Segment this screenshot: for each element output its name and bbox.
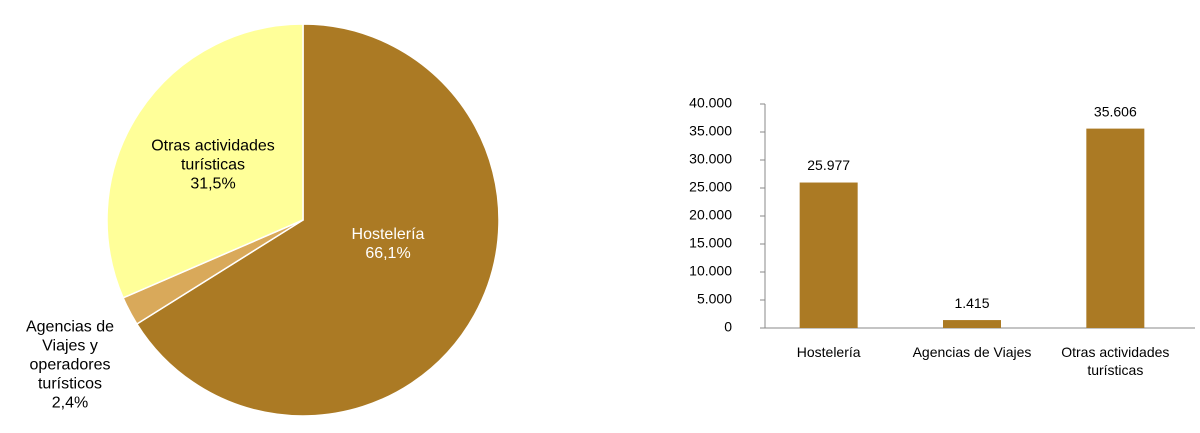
- bar: [1086, 128, 1145, 328]
- slice-category: Hostelería: [351, 226, 425, 243]
- pie-slice: [135, 23, 500, 417]
- value-label: 1.415: [954, 295, 989, 311]
- y-tick-label: 35.000: [689, 123, 732, 139]
- x-tick-label: Hostelería: [796, 344, 861, 360]
- slice-category: Agencias de Viajes y operadores turístic…: [25, 318, 115, 393]
- slice-category: Otras actividades turísticas: [151, 137, 275, 174]
- y-tick-label: 10.000: [689, 263, 732, 279]
- slice-value: 31,5%: [190, 175, 236, 193]
- x-tick-label: Otras actividades turísticas: [1061, 344, 1170, 378]
- slice-label: Hostelería 66,1%: [323, 225, 453, 263]
- value-label: 35.606: [1094, 103, 1137, 119]
- y-tick-label: 0: [724, 319, 732, 335]
- y-tick-label: 30.000: [689, 151, 732, 167]
- x-tick-label: Agencias de Viajes: [912, 344, 1032, 360]
- slice-label: Agencias de Viajes y operadores turístic…: [15, 318, 125, 413]
- slice-label: Otras actividades turísticas 31,5%: [133, 137, 293, 194]
- slice-value: 2,4%: [51, 394, 89, 412]
- y-tick-label: 25.000: [689, 179, 732, 195]
- slice-value: 66,1%: [365, 245, 411, 262]
- y-tick-label: 20.000: [689, 207, 732, 223]
- pie-slice: [106, 23, 304, 299]
- y-tick-label: 40.000: [689, 95, 732, 111]
- y-tick-label: 15.000: [689, 235, 732, 251]
- bar: [943, 320, 1001, 328]
- bar: [799, 182, 858, 328]
- y-tick-label: 5.000: [697, 291, 732, 307]
- value-label: 25.977: [807, 157, 850, 173]
